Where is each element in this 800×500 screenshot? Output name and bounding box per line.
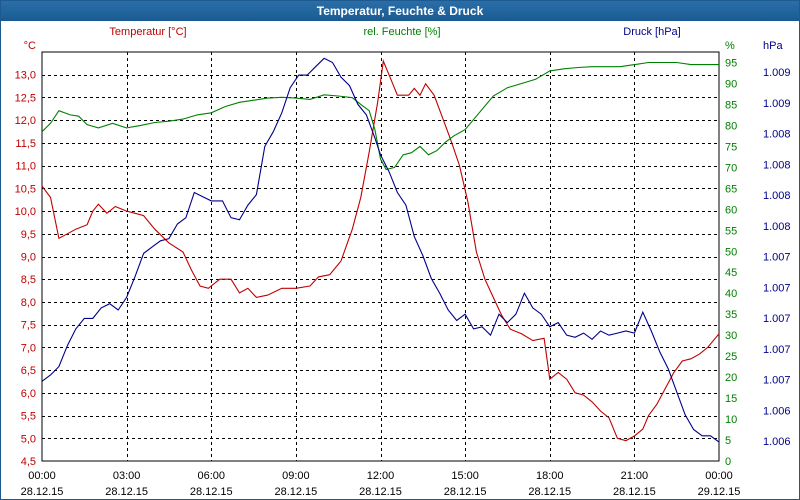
humidity-tick-label: 70 xyxy=(725,162,737,174)
temp-unit-label: °C xyxy=(24,40,36,52)
temp-tick-label: 11,5 xyxy=(15,138,36,150)
temp-tick-label: 6,5 xyxy=(21,365,36,377)
x-date-label: 29.12.15 xyxy=(698,486,741,498)
humidity-tick-label: 15 xyxy=(725,393,737,405)
x-time-label: 15:00 xyxy=(451,470,479,482)
pressure-legend: Druck [hPa] xyxy=(623,26,680,38)
temp-tick-label: 12,0 xyxy=(15,115,36,127)
humidity-tick-label: 30 xyxy=(725,330,737,342)
x-time-label: 21:00 xyxy=(621,470,649,482)
humidity-tick-label: 90 xyxy=(725,78,737,90)
humidity-tick-label: 60 xyxy=(725,204,737,216)
x-date-label: 28.12.15 xyxy=(190,486,233,498)
series-humidity xyxy=(41,61,719,171)
temp-tick-label: 8,5 xyxy=(21,274,36,286)
plot-border xyxy=(41,51,720,462)
humidity-tick-label: 50 xyxy=(725,246,737,258)
humidity-unit-label: % xyxy=(725,40,735,52)
temp-tick-label: 10,5 xyxy=(15,183,36,195)
x-date-label: 28.12.15 xyxy=(359,486,402,498)
pressure-tick-label: 1.006 xyxy=(763,405,791,417)
humidity-tick-label: 45 xyxy=(725,267,737,279)
humidity-tick-label: 55 xyxy=(725,225,737,237)
pressure-tick-label: 1.007 xyxy=(763,282,791,294)
grid xyxy=(41,51,720,462)
temp-tick-label: 5,0 xyxy=(21,433,36,445)
pressure-tick-label: 1.009 xyxy=(763,98,791,110)
x-date-label: 28.12.15 xyxy=(613,486,656,498)
humidity-tick-label: 10 xyxy=(725,414,737,426)
temp-tick-label: 9,0 xyxy=(21,252,36,264)
pressure-tick-label: 1.009 xyxy=(763,67,791,79)
humidity-tick-label: 5 xyxy=(725,435,731,447)
pressure-tick-label: 1.007 xyxy=(763,252,791,264)
pressure-tick-label: 1.008 xyxy=(763,129,791,141)
series-lines xyxy=(41,57,720,443)
x-date-label: 28.12.15 xyxy=(105,486,148,498)
temp-tick-label: 12,5 xyxy=(15,92,36,104)
temperature-legend: Temperatur [°C] xyxy=(109,26,186,38)
temp-tick-label: 4,5 xyxy=(21,456,36,468)
temp-tick-label: 11,0 xyxy=(15,161,36,173)
pressure-tick-label: 1.008 xyxy=(763,159,791,171)
series-temperature xyxy=(41,59,720,442)
x-time-label: 06:00 xyxy=(197,470,225,482)
x-time-label: 00:00 xyxy=(28,470,56,482)
pressure-tick-label: 1.008 xyxy=(763,190,791,202)
humidity-tick-label: 40 xyxy=(725,288,737,300)
x-date-label: 28.12.15 xyxy=(274,486,317,498)
temp-tick-label: 5,5 xyxy=(21,411,36,423)
x-date-label: 28.12.15 xyxy=(528,486,571,498)
pressure-tick-label: 1.007 xyxy=(763,313,791,325)
humidity-tick-label: 80 xyxy=(725,120,737,132)
temp-tick-label: 13,0 xyxy=(15,70,36,82)
humidity-legend: rel. Feuchte [%] xyxy=(363,26,440,38)
humidity-tick-label: 85 xyxy=(725,99,737,111)
x-date-label: 28.12.15 xyxy=(21,486,64,498)
pressure-tick-label: 1.006 xyxy=(763,436,791,448)
temp-tick-label: 8,0 xyxy=(21,297,36,309)
pressure-tick-label: 1.008 xyxy=(763,221,791,233)
pressure-unit-label: hPa xyxy=(763,40,783,52)
humidity-tick-label: 65 xyxy=(725,183,737,195)
humidity-tick-label: 0 xyxy=(725,456,731,468)
chart-title: Temperatur, Feuchte & Druck xyxy=(1,1,799,21)
series-pressure xyxy=(41,57,720,443)
pressure-tick-label: 1.007 xyxy=(763,344,791,356)
x-date-label: 28.12.15 xyxy=(444,486,487,498)
pressure-tick-label: 1.007 xyxy=(763,375,791,387)
x-time-label: 00:00 xyxy=(705,470,733,482)
x-time-label: 09:00 xyxy=(282,470,310,482)
humidity-tick-label: 95 xyxy=(725,57,737,69)
humidity-tick-label: 20 xyxy=(725,372,737,384)
temp-tick-label: 10,0 xyxy=(15,206,36,218)
x-time-label: 12:00 xyxy=(367,470,395,482)
humidity-tick-label: 35 xyxy=(725,309,737,321)
x-time-label: 18:00 xyxy=(536,470,564,482)
x-time-label: 03:00 xyxy=(113,470,141,482)
humidity-tick-label: 75 xyxy=(725,141,737,153)
axis-labels: 4,5 5,0 5,5 6,0 6,5 7,0 7,5 8,0 8,5 9,0 9,5 10,0 10,… xyxy=(15,26,791,498)
humidity-tick-label: 25 xyxy=(725,351,737,363)
temp-tick-label: 7,0 xyxy=(21,342,36,354)
temp-tick-label: 9,5 xyxy=(21,229,36,241)
temp-tick-label: 6,0 xyxy=(21,388,36,400)
temp-tick-label: 7,5 xyxy=(21,320,36,332)
